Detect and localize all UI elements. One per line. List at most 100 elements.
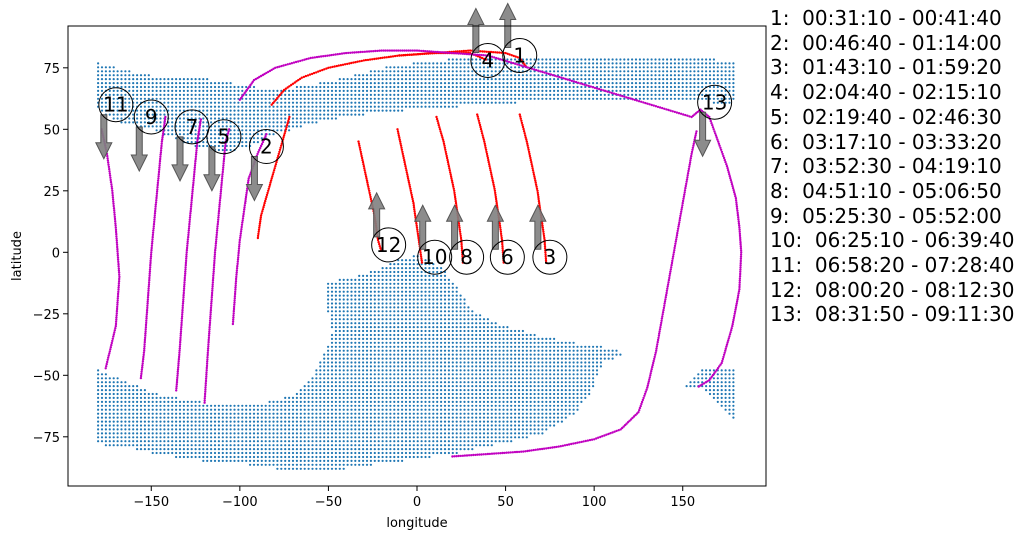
coverage-point: [393, 353, 396, 356]
coverage-point: [404, 329, 408, 333]
coverage-point: [479, 337, 482, 340]
coverage-point: [701, 381, 704, 384]
coverage-point: [467, 369, 470, 372]
coverage-point: [327, 361, 330, 364]
coverage-point: [494, 369, 497, 372]
coverage-point: [182, 85, 185, 89]
coverage-point: [498, 361, 501, 364]
coverage-point: [537, 377, 540, 380]
coverage-point: [315, 85, 318, 89]
coverage-point: [498, 326, 501, 329]
coverage-point: [669, 97, 673, 100]
coverage-point: [108, 396, 111, 399]
coverage-point: [463, 361, 466, 364]
coverage-point: [404, 432, 408, 435]
coverage-point: [186, 89, 189, 92]
coverage-point: [358, 408, 361, 411]
coverage-point: [712, 381, 716, 384]
coverage-point: [136, 416, 139, 419]
coverage-point: [467, 440, 470, 443]
coverage-point: [288, 408, 291, 411]
coverage-point: [252, 97, 256, 100]
coverage-point: [443, 333, 447, 337]
coverage-point: [365, 432, 369, 435]
coverage-point: [342, 278, 345, 281]
coverage-point: [221, 404, 224, 407]
coverage-point: [233, 448, 236, 451]
coverage-point: [163, 89, 166, 92]
coverage-point: [342, 451, 345, 455]
coverage-point: [315, 93, 318, 96]
coverage-point: [268, 105, 271, 108]
coverage-point: [143, 416, 146, 419]
coverage-point: [202, 412, 205, 415]
coverage-point: [440, 369, 443, 372]
coverage-point: [377, 294, 380, 297]
coverage-point: [533, 377, 536, 380]
coverage-point: [358, 455, 361, 459]
coverage-point: [389, 389, 392, 392]
coverage-point: [112, 396, 115, 399]
coverage-point: [549, 93, 552, 96]
coverage-point: [443, 369, 447, 372]
coverage-point: [556, 369, 560, 372]
coverage-point: [463, 322, 466, 325]
coverage-point: [424, 345, 427, 348]
coverage-point: [299, 440, 302, 443]
coverage-point: [537, 89, 540, 92]
coverage-point: [447, 392, 450, 396]
coverage-point: [424, 85, 427, 89]
coverage-point: [260, 444, 263, 447]
coverage-point: [342, 416, 345, 419]
coverage-point: [556, 396, 560, 399]
coverage-point: [369, 306, 372, 309]
coverage-point: [190, 436, 193, 439]
coverage-point: [373, 290, 376, 293]
coverage-point: [560, 404, 564, 407]
coverage-point: [443, 365, 447, 368]
coverage-point: [295, 412, 298, 415]
coverage-point: [210, 448, 213, 451]
coverage-point: [221, 137, 224, 140]
coverage-point: [498, 349, 501, 352]
coverage-point: [315, 416, 318, 419]
coverage-point: [323, 85, 326, 89]
coverage-point: [549, 385, 552, 388]
coverage-point: [358, 381, 361, 384]
coverage-point: [221, 408, 224, 411]
coverage-point: [568, 85, 571, 89]
coverage-point: [182, 416, 185, 419]
coverage-point: [385, 341, 388, 344]
coverage-point: [365, 302, 369, 305]
coverage-point: [732, 373, 735, 376]
coverage-point: [249, 440, 252, 443]
coverage-point: [112, 436, 115, 439]
coverage-point: [327, 365, 330, 368]
coverage-point: [514, 400, 517, 403]
coverage-point: [397, 408, 400, 411]
coverage-point: [225, 412, 228, 415]
coverage-point: [545, 93, 548, 96]
coverage-point: [451, 451, 454, 455]
coverage-point: [408, 326, 411, 329]
coverage-point: [268, 440, 271, 443]
coverage-point: [373, 326, 376, 329]
coverage-point: [459, 448, 462, 451]
coverage-point: [280, 432, 283, 435]
coverage-point: [385, 444, 388, 447]
coverage-point: [385, 337, 388, 340]
coverage-point: [467, 310, 470, 313]
coverage-point: [369, 290, 372, 293]
coverage-point: [393, 89, 396, 92]
coverage-point: [202, 89, 205, 92]
coverage-point: [268, 448, 271, 451]
coverage-point: [334, 396, 337, 399]
coverage-point: [319, 109, 322, 112]
coverage-point: [334, 385, 337, 388]
coverage-point: [307, 448, 310, 451]
coverage-point: [517, 329, 521, 333]
coverage-point: [334, 85, 337, 89]
coverage-point: [463, 314, 466, 317]
coverage-point: [112, 416, 115, 419]
coverage-point: [506, 385, 509, 388]
